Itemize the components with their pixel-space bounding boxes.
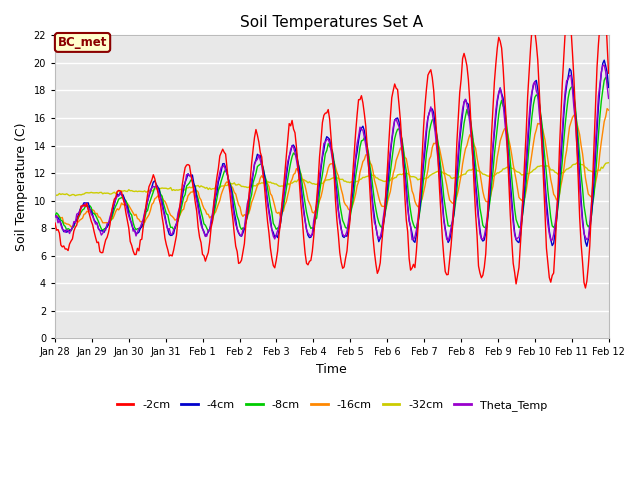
Line: -16cm: -16cm <box>55 108 609 227</box>
-32cm <box>602 160 609 166</box>
-4cm <box>528 90 536 96</box>
Line: -8cm: -8cm <box>55 77 609 231</box>
-4cm <box>70 222 77 228</box>
-8cm <box>605 84 612 90</box>
-16cm <box>447 199 455 204</box>
-4cm <box>445 237 453 243</box>
Y-axis label: Soil Temperature (C): Soil Temperature (C) <box>15 122 28 251</box>
-4cm <box>51 213 59 219</box>
-32cm <box>51 192 59 197</box>
Theta_Temp <box>605 96 612 101</box>
-32cm <box>66 193 74 199</box>
Theta_Temp <box>444 238 452 243</box>
-8cm <box>602 74 609 80</box>
-32cm <box>72 193 79 199</box>
-32cm <box>89 190 97 196</box>
-2cm <box>88 218 95 224</box>
-16cm <box>602 114 609 120</box>
-4cm <box>88 208 95 214</box>
-2cm <box>528 26 536 32</box>
-8cm <box>204 228 212 234</box>
-2cm <box>605 71 612 76</box>
Theta_Temp <box>600 62 608 68</box>
X-axis label: Time: Time <box>316 363 347 376</box>
Theta_Temp <box>604 83 611 89</box>
-2cm <box>445 257 453 263</box>
-16cm <box>72 218 79 224</box>
-16cm <box>67 224 75 229</box>
-32cm <box>529 167 537 173</box>
Theta_Temp <box>88 211 95 217</box>
Theta_Temp <box>51 214 59 220</box>
-4cm <box>600 57 608 63</box>
Line: -32cm: -32cm <box>55 163 609 196</box>
-16cm <box>89 207 97 213</box>
-4cm <box>604 69 611 75</box>
Text: BC_met: BC_met <box>58 36 108 49</box>
-4cm <box>583 243 591 249</box>
Theta_Temp <box>70 219 77 225</box>
-8cm <box>604 78 611 84</box>
Legend: -2cm, -4cm, -8cm, -16cm, -32cm, Theta_Temp: -2cm, -4cm, -8cm, -16cm, -32cm, Theta_Te… <box>112 396 552 415</box>
Theta_Temp <box>529 81 537 87</box>
-16cm <box>51 213 59 219</box>
-16cm <box>604 106 611 111</box>
-8cm <box>529 102 537 108</box>
Line: -2cm: -2cm <box>55 1 609 288</box>
-2cm <box>599 0 607 4</box>
-16cm <box>337 186 345 192</box>
-16cm <box>605 107 612 113</box>
-32cm <box>447 175 455 181</box>
-2cm <box>70 228 77 234</box>
Theta_Temp <box>336 219 344 225</box>
-16cm <box>529 141 537 146</box>
Title: Soil Temperatures Set A: Soil Temperatures Set A <box>240 15 424 30</box>
-4cm <box>605 84 612 90</box>
-32cm <box>337 177 345 182</box>
-8cm <box>88 204 95 210</box>
-8cm <box>337 209 345 215</box>
-4cm <box>336 217 344 223</box>
-8cm <box>51 213 59 219</box>
Line: Theta_Temp: Theta_Temp <box>55 65 609 240</box>
-2cm <box>51 220 59 226</box>
-8cm <box>447 223 455 228</box>
-2cm <box>582 285 589 291</box>
-2cm <box>604 42 611 48</box>
-32cm <box>605 160 612 166</box>
Line: -4cm: -4cm <box>55 60 609 246</box>
-8cm <box>70 224 77 229</box>
-2cm <box>336 250 344 255</box>
Theta_Temp <box>447 225 455 231</box>
